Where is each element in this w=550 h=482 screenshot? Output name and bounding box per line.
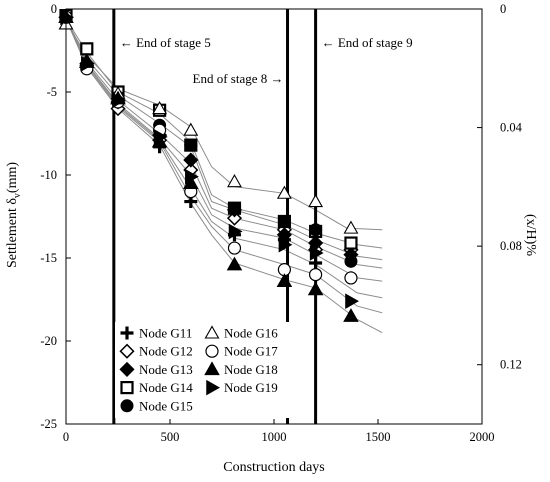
legend-label: Node G19 [224,380,278,395]
data-point [309,256,323,270]
axis-labels: Construction days Settlement δv(mm) (x/H… [5,162,538,475]
y-axis-label-unit: (mm) [5,162,20,193]
trend-line-7 [65,18,383,314]
y-tick-label: -25 [40,417,57,431]
data-point [345,293,359,309]
data-point [227,174,242,188]
data-point [60,9,75,26]
legend-entry: Node G14 [120,380,193,395]
data-point [309,268,323,282]
x-tick-label: 500 [161,430,180,444]
trend-line-1 [65,22,383,231]
data-point [81,55,95,72]
legend-label: Node G16 [224,326,278,341]
trend-line-5 [65,18,383,282]
data-point [307,281,324,296]
data-point [226,210,243,226]
series-node-g19 [60,9,359,309]
data-point [80,42,94,56]
x-tick-label: 0 [63,430,69,444]
legend-marker [119,343,135,359]
y-tick-label: 0 [51,2,57,16]
y2-tick-label: 0.08 [500,239,522,253]
data-point [344,236,358,250]
legend: Node G11 Node G12 Node G13 Node G14 Node G15… [115,322,290,418]
data-point [226,256,243,271]
data-point [278,236,293,253]
x-tick-label: 1500 [366,430,391,444]
legend-marker [120,381,134,395]
data-point [276,273,293,287]
trend-line-3 [65,18,383,261]
y-tick-label: -10 [40,168,57,182]
x-tick-label: 1000 [262,430,287,444]
legend-entry: Node G15 [120,398,193,413]
stage-label-2: End of stage 8 → [193,71,284,86]
data-point [183,152,199,168]
data-point [185,168,199,185]
legend-label: Node G18 [224,362,278,377]
y-tick-label: -5 [47,85,57,99]
legend-entry: Node G17 [205,344,278,359]
trend-line-2 [65,18,383,249]
legend-label: Node G14 [139,380,193,395]
legend-marker [119,361,135,377]
legend-label: Node G15 [139,398,193,413]
x-tick-label: 2000 [470,430,495,444]
data-point [228,223,243,240]
data-point [227,201,241,215]
data-point [277,214,291,228]
legend-entry: Node G11 [120,326,192,341]
legend-entry: Node G12 [119,343,193,359]
legend-label: Node G11 [139,326,192,341]
data-point [152,100,168,115]
legend-marker [205,344,219,358]
data-point [343,308,359,322]
y-axis-label: Settlement δv(mm) [5,162,23,268]
y2-axis-label: (x/H)% [523,214,538,256]
legend-label: Node G12 [139,344,193,359]
legend-label: Node G17 [224,344,278,359]
stage-label-1: ← End of stage 5 [120,35,211,50]
data-point [153,129,168,145]
y-axis-label-main: Settlement δ [5,198,20,268]
legend-marker [120,399,134,413]
legend-entry: Node G13 [119,361,193,377]
data-point [344,271,358,285]
legend-marker [204,361,220,376]
y-axis-label-subscript: v [12,193,23,198]
x-axis-label: Construction days [223,460,325,475]
trend-lines [65,18,383,334]
legend-marker [206,379,221,396]
legend-marker [120,326,134,340]
legend-box [115,322,290,418]
stage-label-3: ← End of stage 9 [322,35,413,50]
legend-marker [204,325,220,339]
trend-line-6 [65,18,383,299]
trend-line-4 [65,18,383,269]
y2-tick-label: 0.12 [500,358,522,372]
legend-label: Node G13 [139,362,193,377]
trend-line-8 [65,18,383,334]
legend-entry: Node G18 [204,361,278,377]
data-point [276,185,292,199]
axes: 0 500 1000 1500 2000 0 -5 -10 -15 -20 -25 0 0.04 0.08… [40,2,522,444]
data-point [183,122,199,136]
data-point [343,220,359,234]
data-point [227,241,242,255]
data-point [309,223,323,237]
y2-tick-label: 0.04 [500,121,523,135]
y2-tick-label: 0 [500,2,506,16]
data-point [112,92,127,109]
data-point [344,254,358,268]
data-point [308,193,324,208]
data-point [184,138,198,152]
legend-entry: Node G19 [206,379,278,396]
y-tick-label: -20 [40,334,57,348]
legend-entry: Node G16 [204,325,278,341]
data-markers [58,9,359,322]
y-tick-label: -15 [40,251,57,265]
data-point [309,245,324,261]
